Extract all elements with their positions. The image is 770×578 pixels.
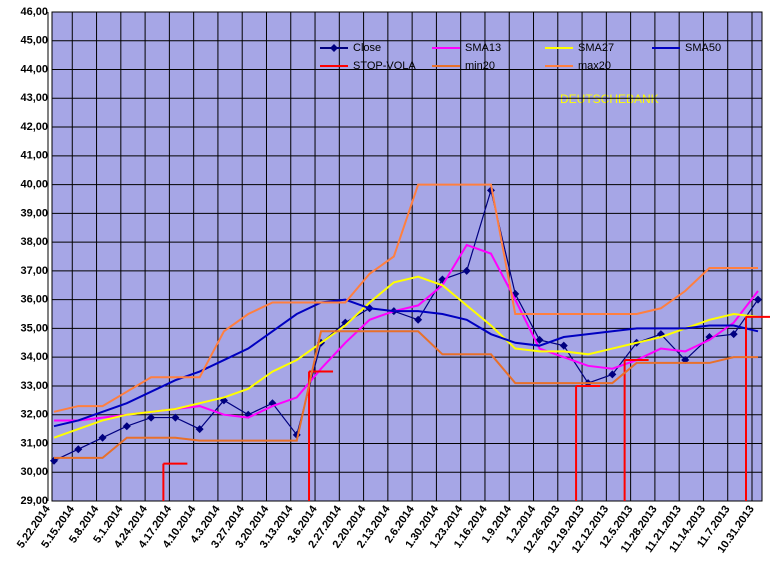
y-tick-label: 37,00: [20, 265, 48, 277]
close-marker: [729, 330, 738, 339]
close-marker: [98, 433, 107, 442]
y-tick-label: 30,00: [20, 466, 48, 478]
series-line: [53, 275, 759, 439]
close-marker: [608, 370, 617, 379]
y-tick-label: 39,00: [20, 207, 48, 219]
y-tick-label: 43,00: [20, 92, 48, 104]
y-tick-label: 36,00: [20, 294, 48, 306]
legend-label: Close: [353, 42, 381, 54]
y-tick-label: 41,00: [20, 150, 48, 162]
close-marker: [171, 413, 180, 422]
close-marker: [754, 295, 762, 304]
close-marker: [462, 266, 471, 275]
y-tick-label: 34,00: [20, 351, 48, 363]
legend-label: SMA50: [685, 42, 721, 54]
legend-label: SMA13: [465, 42, 501, 54]
close-marker: [122, 422, 131, 431]
plot-area: [51, 11, 763, 502]
y-tick-label: 29,00: [20, 495, 48, 507]
close-marker: [74, 445, 83, 454]
series-line: [54, 330, 758, 459]
annotation: DEUTSCHEBANK: [560, 92, 659, 106]
legend-marker: [330, 44, 338, 52]
close-marker: [535, 335, 544, 344]
close-marker: [559, 341, 568, 350]
legend-label: SMA27: [578, 42, 614, 54]
series-line: [53, 298, 759, 428]
close-marker: [147, 413, 156, 422]
close-marker: [195, 425, 204, 434]
y-tick-label: 33,00: [20, 380, 48, 392]
y-tick-label: 42,00: [20, 121, 48, 133]
legend-label: STOP-VOLA: [353, 60, 416, 72]
y-tick-label: 32,00: [20, 409, 48, 421]
y-tick-label: 31,00: [20, 437, 48, 449]
y-tick-label: 38,00: [20, 236, 48, 248]
y-tick-label: 44,00: [20, 63, 48, 75]
series-line: [53, 183, 758, 413]
close-marker: [414, 315, 423, 324]
y-tick-label: 46,00: [20, 6, 48, 18]
y-tick-label: 45,00: [20, 35, 48, 47]
y-tick-label: 35,00: [20, 322, 48, 334]
y-tick-label: 40,00: [20, 178, 48, 190]
legend-label: max20: [578, 60, 611, 72]
legend-label: min20: [465, 60, 495, 72]
